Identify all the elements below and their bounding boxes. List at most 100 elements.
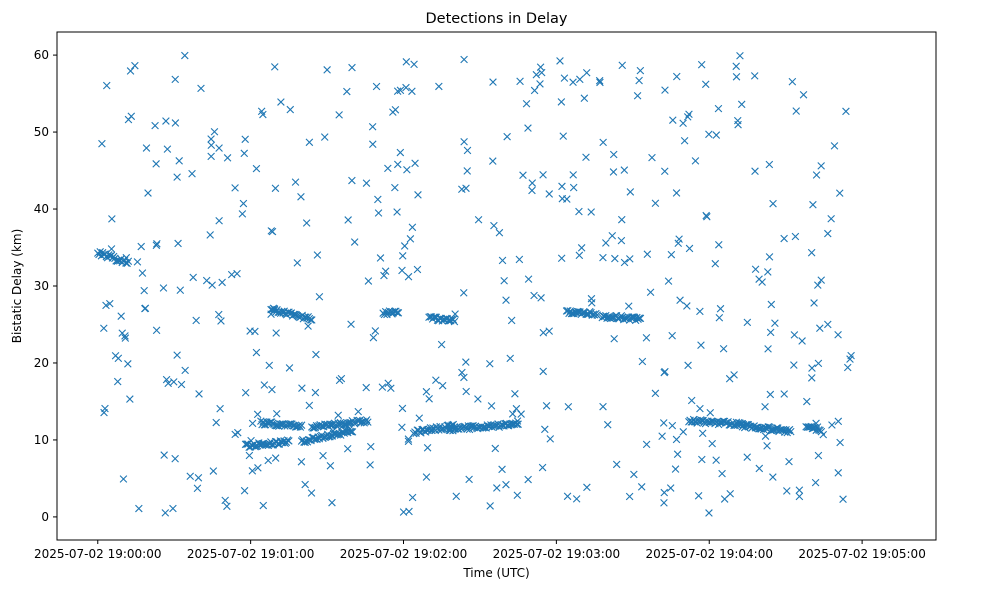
data-point bbox=[181, 366, 189, 375]
data-point bbox=[611, 254, 619, 263]
data-point bbox=[309, 424, 317, 432]
data-point bbox=[215, 216, 223, 225]
data-point bbox=[335, 376, 344, 385]
data-point bbox=[569, 78, 577, 87]
data-point bbox=[402, 58, 411, 66]
data-point bbox=[694, 491, 703, 500]
data-point bbox=[577, 244, 586, 252]
data-point bbox=[546, 435, 555, 443]
data-point bbox=[767, 300, 776, 309]
data-point bbox=[391, 183, 399, 192]
data-point bbox=[761, 432, 770, 440]
data-point bbox=[202, 276, 211, 285]
data-point bbox=[297, 192, 305, 201]
y-axis-label: Bistatic Delay (km) bbox=[10, 229, 24, 344]
data-point bbox=[117, 312, 125, 320]
data-point bbox=[459, 289, 468, 297]
data-point bbox=[177, 380, 186, 389]
data-point bbox=[169, 504, 177, 513]
data-points bbox=[93, 51, 855, 517]
data-point bbox=[160, 451, 168, 459]
data-point bbox=[400, 242, 409, 250]
data-point bbox=[696, 307, 704, 316]
data-point bbox=[511, 389, 519, 398]
data-point bbox=[435, 82, 443, 91]
data-point bbox=[635, 76, 643, 85]
data-point bbox=[378, 383, 387, 391]
data-point bbox=[323, 66, 331, 74]
data-point bbox=[113, 377, 122, 386]
data-point bbox=[231, 430, 239, 439]
data-point bbox=[312, 350, 320, 359]
data-point bbox=[223, 502, 231, 511]
data-point bbox=[660, 488, 669, 497]
data-point bbox=[769, 473, 777, 481]
data-point bbox=[410, 60, 418, 69]
data-point bbox=[817, 276, 826, 284]
data-point bbox=[835, 189, 844, 197]
y-tick-label: 40 bbox=[34, 202, 49, 216]
data-point bbox=[313, 435, 321, 444]
data-point bbox=[192, 316, 200, 325]
data-point bbox=[573, 307, 582, 316]
data-point bbox=[842, 107, 850, 116]
data-point bbox=[642, 334, 651, 342]
data-point bbox=[163, 145, 172, 153]
data-point bbox=[587, 208, 595, 216]
data-point bbox=[763, 268, 772, 276]
data-point bbox=[241, 135, 249, 144]
data-point bbox=[474, 215, 483, 224]
data-point bbox=[486, 359, 494, 368]
data-point bbox=[672, 72, 681, 81]
data-point bbox=[603, 420, 612, 429]
data-point bbox=[575, 251, 584, 260]
y-tick-label: 30 bbox=[34, 279, 49, 293]
data-point bbox=[672, 435, 681, 444]
data-point bbox=[620, 258, 629, 267]
data-point bbox=[836, 438, 844, 447]
data-point bbox=[636, 66, 645, 75]
data-point bbox=[173, 351, 181, 359]
data-point bbox=[223, 154, 232, 162]
data-point bbox=[593, 311, 601, 319]
data-point bbox=[743, 453, 752, 461]
data-point bbox=[344, 216, 352, 224]
data-point bbox=[809, 200, 817, 209]
plot-frame bbox=[56, 31, 937, 541]
data-point bbox=[189, 273, 197, 282]
data-point bbox=[626, 188, 635, 196]
data-point bbox=[241, 388, 250, 397]
data-point bbox=[133, 258, 142, 266]
data-point bbox=[396, 148, 405, 157]
data-point bbox=[126, 395, 134, 403]
data-point bbox=[609, 168, 618, 176]
data-point bbox=[122, 253, 131, 262]
data-point bbox=[493, 484, 501, 492]
data-point bbox=[608, 231, 617, 240]
data-point bbox=[460, 55, 468, 64]
data-point bbox=[151, 121, 159, 130]
data-point bbox=[388, 308, 397, 316]
data-point bbox=[737, 100, 746, 109]
data-point bbox=[218, 278, 226, 287]
data-point bbox=[277, 98, 285, 106]
data-point bbox=[335, 111, 343, 119]
data-point bbox=[406, 235, 415, 243]
data-point bbox=[503, 132, 511, 141]
data-point bbox=[265, 361, 274, 370]
data-point bbox=[766, 328, 775, 337]
data-point bbox=[734, 120, 742, 129]
data-point bbox=[714, 104, 723, 113]
data-point bbox=[685, 244, 694, 253]
data-point bbox=[313, 251, 322, 259]
data-point bbox=[716, 304, 725, 313]
data-point bbox=[755, 275, 763, 283]
data-point bbox=[319, 451, 327, 460]
data-point bbox=[391, 105, 400, 114]
data-point bbox=[834, 469, 843, 477]
data-point bbox=[304, 322, 312, 330]
data-point bbox=[181, 51, 189, 60]
data-point bbox=[432, 376, 440, 384]
data-point bbox=[162, 375, 171, 384]
data-point bbox=[307, 316, 316, 324]
